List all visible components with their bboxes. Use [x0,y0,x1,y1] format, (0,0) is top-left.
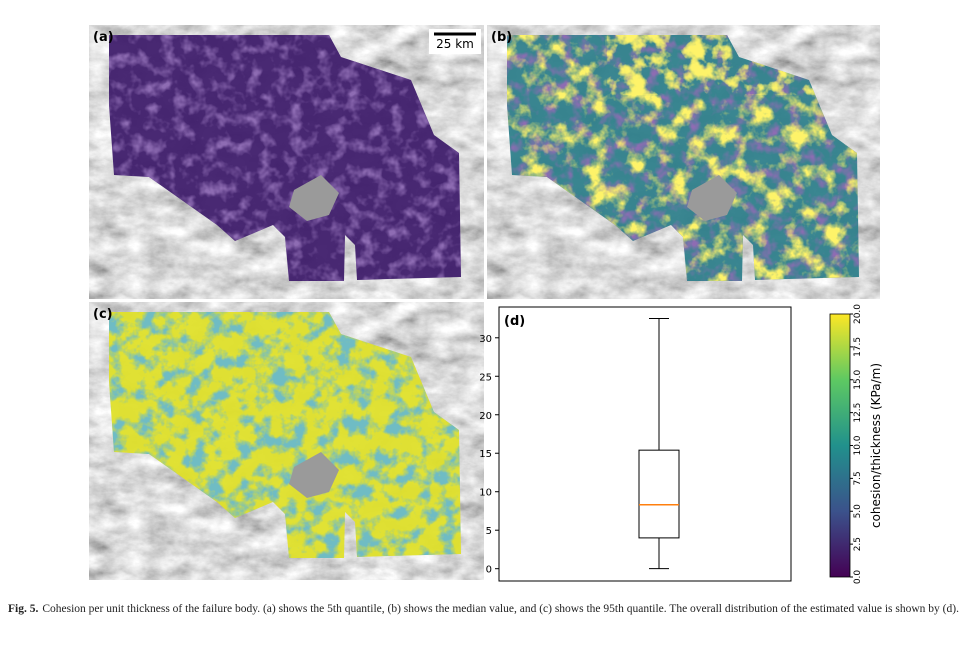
panel-label: (d) [504,314,525,329]
scale-bar-label: 25 km [436,37,474,51]
caption: Fig. 5. Cohesion per unit thickness of th… [8,601,966,618]
colorbar-label: cohesion/thickness (KPa/m) [869,363,883,528]
no-data-area [687,175,737,221]
map-panel: (b) [487,25,880,299]
colorbar-tick-label: 15.0 [853,369,863,389]
y-tick-label: 25 [479,372,492,383]
colorbar-tick-label: 7.5 [853,471,863,485]
colorbar-tick-label: 0.0 [853,570,863,585]
colorbar-tick-label: 10.0 [853,435,863,455]
y-tick-label: 10 [479,488,492,499]
y-tick-label: 15 [479,449,492,460]
plot-frame [498,306,792,582]
no-data-area [289,452,339,498]
panel-label: (b) [491,30,512,45]
caption-label: Fig. 5. [8,603,39,615]
y-tick-label: 0 [486,565,492,576]
colorbar-tick-label: 20.0 [853,304,863,324]
panel-label: (a) [93,30,114,45]
colorbar [829,313,851,578]
colorbar-tick-label: 5.0 [853,504,863,519]
box [638,449,680,539]
map-panel: (c) [89,302,484,580]
caption-text: Cohesion per unit thickness of the failu… [42,603,959,615]
map-panel: (a) [89,25,484,299]
y-tick-label: 30 [479,334,492,345]
figure: (a) (b) (c) 25 km 0 5 10 15 20 25 30 (d) 0.0 2.5 5.0 7.… [89,25,883,585]
y-tick-label: 5 [486,526,492,537]
colorbar-tick-label: 2.5 [853,537,863,551]
colorbar-tick-label: 17.5 [853,337,863,357]
y-tick-label: 20 [479,411,492,422]
panel-label: (c) [93,307,113,322]
colorbar-tick-label: 12.5 [853,403,863,423]
no-data-area [289,175,339,221]
